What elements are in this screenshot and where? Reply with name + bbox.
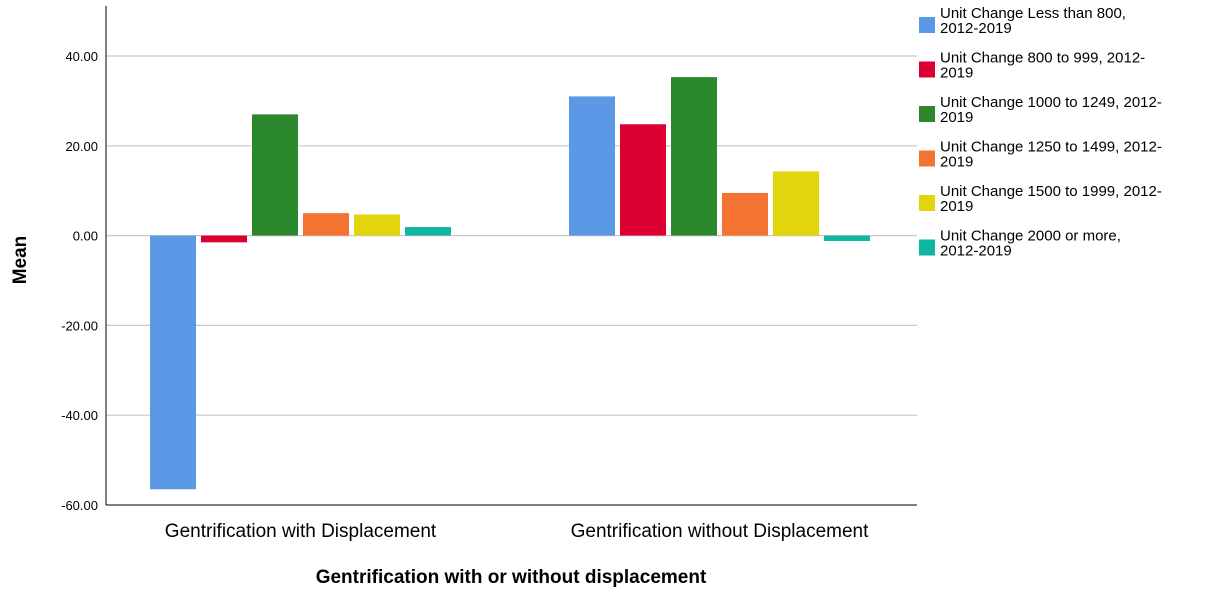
y-tick-label: -40.00 [61,408,98,423]
x-category-label: Gentrification without Displacement [571,521,870,542]
bar [303,213,349,236]
bar [252,114,298,236]
legend-swatch [919,150,935,167]
bar [620,124,666,236]
bar [824,235,870,241]
legend-label: Unit Change 1000 to 1249, 2012- [940,94,1162,111]
bar [671,77,717,236]
y-tick-label: -60.00 [61,498,98,513]
legend-label: Unit Change 800 to 999, 2012- [940,50,1145,67]
legend-label: Unit Change 1500 to 1999, 2012- [940,183,1162,200]
legend-label: 2012-2019 [940,243,1012,260]
legend-label: 2019 [940,154,973,171]
y-tick-label: -20.00 [61,318,98,333]
bar [722,192,768,236]
legend-label: 2019 [940,198,973,215]
legend: Unit Change Less than 800,2012-2019Unit … [919,5,1162,260]
x-axis-categories: Gentrification with Displacement Gentrifi… [165,521,869,542]
x-axis-title: Gentrification with or without displacem… [316,567,707,588]
legend-swatch [919,61,935,78]
y-tick-label: 0.00 [73,229,98,244]
bars [150,77,870,490]
legend-label: 2019 [940,65,973,82]
bar [405,227,451,236]
bar [201,235,247,243]
legend-swatch [919,17,935,33]
legend-label: Unit Change Less than 800, [940,5,1126,22]
bar [354,214,400,236]
legend-swatch [919,195,935,211]
gridlines [106,55,917,506]
bar [150,235,196,490]
y-axis-ticks: 40.00 20.00 0.00 -20.00 -40.00 -60.00 [61,49,98,513]
legend-label: 2019 [940,109,973,126]
y-tick-label: 40.00 [65,49,98,64]
legend-label: Unit Change 1250 to 1499, 2012- [940,139,1162,156]
legend-label: 2012-2019 [940,20,1012,37]
legend-label: Unit Change 2000 or more, [940,228,1121,245]
bar [569,96,615,236]
x-category-label: Gentrification with Displacement [165,521,437,542]
bar [773,171,819,236]
legend-swatch [919,106,935,122]
legend-swatch [919,239,935,256]
y-tick-label: 20.00 [65,139,98,154]
y-axis-title: Mean [10,236,31,285]
